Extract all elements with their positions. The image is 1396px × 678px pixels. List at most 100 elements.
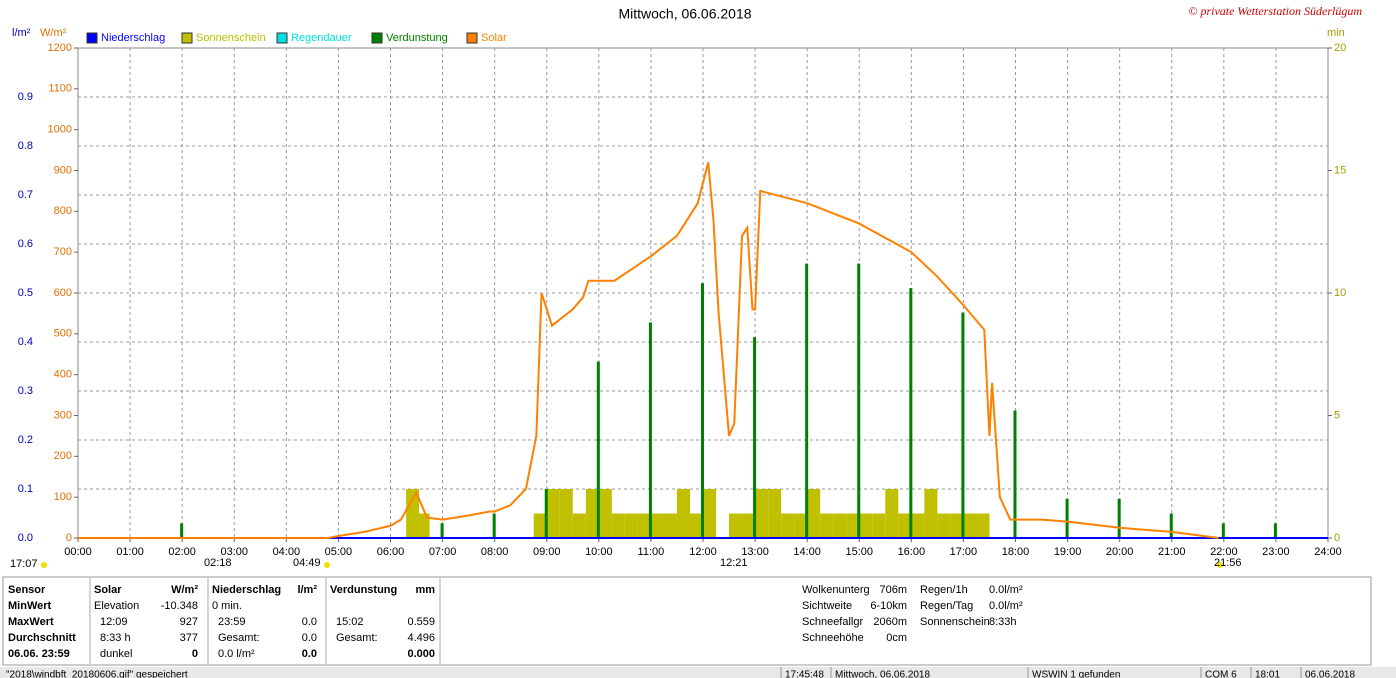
sunshine-bar xyxy=(898,513,912,538)
info-label: Sichtweite xyxy=(802,600,852,612)
stats-row-label: MaxWert xyxy=(8,616,54,628)
info-value: 0.0l/m² xyxy=(989,584,1023,596)
evaporation-bar xyxy=(1221,523,1225,538)
stats-value: 0.0 xyxy=(302,632,317,644)
y-tick-label: 0.5 xyxy=(18,287,33,299)
stats-value: 0.0 xyxy=(302,616,317,628)
info-value: 8:33h xyxy=(989,616,1017,628)
stats-value: 927 xyxy=(180,616,198,628)
sunshine-bar xyxy=(807,489,821,538)
status-bar xyxy=(0,667,1396,678)
sunshine-bar xyxy=(637,513,651,538)
status-text: 18:01 xyxy=(1255,670,1280,678)
sunshine-bar xyxy=(820,513,834,538)
stats-header: Solar xyxy=(94,584,122,596)
sunshine-bar xyxy=(406,489,420,538)
evaporation-bar xyxy=(1117,498,1121,538)
info-value: 0.0l/m² xyxy=(989,600,1023,612)
y2-tick-label: 300 xyxy=(54,409,72,421)
stats-cell: Elevation xyxy=(94,600,139,612)
sunshine-bar xyxy=(755,489,769,538)
x-tick-label: 24:00 xyxy=(1314,546,1342,558)
x-tick-label: 05:00 xyxy=(325,546,353,558)
y-tick-label: 0.4 xyxy=(18,336,33,348)
stats-value: 4.496 xyxy=(407,632,435,644)
stats-cell: 0 min. xyxy=(212,600,242,612)
annotation: 02:18 xyxy=(204,557,232,569)
sunshine-bar xyxy=(937,513,951,538)
sunshine-bar xyxy=(598,489,612,538)
status-text: "2018\windbft_20180606.gif" gespeichert xyxy=(6,670,188,678)
legend-swatch xyxy=(86,32,98,44)
y2-tick-label: 1200 xyxy=(48,42,72,54)
sunshine-bar xyxy=(885,489,899,538)
y-tick-label: 0.0 xyxy=(18,532,33,544)
stats-row-label: Durchschnitt xyxy=(8,632,76,644)
status-text: 06.06.2018 xyxy=(1305,670,1355,678)
sunshine-bar xyxy=(768,489,782,538)
sunshine-bar xyxy=(911,513,925,538)
info-label: Sonnenschein xyxy=(920,616,990,628)
y2-axis-label: W/m² xyxy=(40,27,67,39)
y2-tick-label: 600 xyxy=(54,287,72,299)
series-line xyxy=(78,162,1219,539)
x-tick-label: 09:00 xyxy=(533,546,561,558)
y-tick-label: 0.9 xyxy=(18,91,33,103)
info-label: Schneefallgr xyxy=(802,616,863,628)
status-text: 17:45:48 xyxy=(785,670,824,678)
info-value: 0cm xyxy=(886,632,907,644)
stats-header: Niederschlag xyxy=(212,584,281,596)
y-tick-label: 0.1 xyxy=(18,483,33,495)
stats-header: Verdunstung xyxy=(330,584,397,596)
stats-panel xyxy=(2,576,1372,666)
stats-value: 0.559 xyxy=(407,616,435,628)
annotation: 17:07 xyxy=(10,558,38,570)
x-tick-label: 18:00 xyxy=(1002,546,1030,558)
x-tick-label: 06:00 xyxy=(377,546,405,558)
status-text: Mittwoch, 06.06.2018 xyxy=(835,670,930,678)
stats-cell: dunkel xyxy=(100,648,132,660)
stats-cell: 8:33 h xyxy=(100,632,131,644)
legend-swatch xyxy=(371,32,383,44)
sunshine-bar xyxy=(663,513,677,538)
x-tick-label: 21:00 xyxy=(1158,546,1186,558)
sunshine-bar xyxy=(585,489,599,538)
x-tick-label: 10:00 xyxy=(585,546,613,558)
evaporation-bar xyxy=(701,283,704,538)
y3-tick-label: 0 xyxy=(1334,532,1340,544)
y-tick-label: 0.6 xyxy=(18,238,33,250)
marker xyxy=(41,562,47,568)
y2-tick-label: 1100 xyxy=(48,83,72,95)
info-label: Wolkenunterg xyxy=(802,584,870,596)
evaporation-bar xyxy=(909,288,913,538)
evaporation-bar xyxy=(544,489,548,538)
sunshine-bar xyxy=(781,513,795,538)
y-axis-label: l/m² xyxy=(12,27,31,39)
x-tick-label: 19:00 xyxy=(1054,546,1082,558)
sunshine-bar xyxy=(546,489,560,538)
y2-tick-label: 100 xyxy=(54,491,72,503)
evaporation-bar xyxy=(492,513,496,538)
info-value: 2060m xyxy=(873,616,907,628)
sunshine-bar xyxy=(533,513,547,538)
sunshine-bar xyxy=(846,513,860,538)
sunshine-bar xyxy=(729,513,743,538)
evaporation-bar xyxy=(1169,513,1173,538)
info-label: Regen/1h xyxy=(920,584,968,596)
legend-label: Solar xyxy=(481,32,507,44)
evaporation-bar xyxy=(1065,498,1069,538)
x-tick-label: 07:00 xyxy=(429,546,457,558)
stats-cell: 23:59 xyxy=(218,616,246,628)
stats-cell: 0.0 l/m² xyxy=(218,648,255,660)
legend-swatch xyxy=(466,32,478,44)
legend-label: Sonnenschein xyxy=(196,32,266,44)
legend-swatch xyxy=(181,32,193,44)
sunshine-bar xyxy=(650,513,664,538)
stats-value: 377 xyxy=(180,632,198,644)
evaporation-bar xyxy=(648,322,652,538)
evaporation-bar xyxy=(440,523,444,538)
stats-row-label: MinWert xyxy=(8,600,52,612)
annotation: 12:21 xyxy=(720,557,748,569)
